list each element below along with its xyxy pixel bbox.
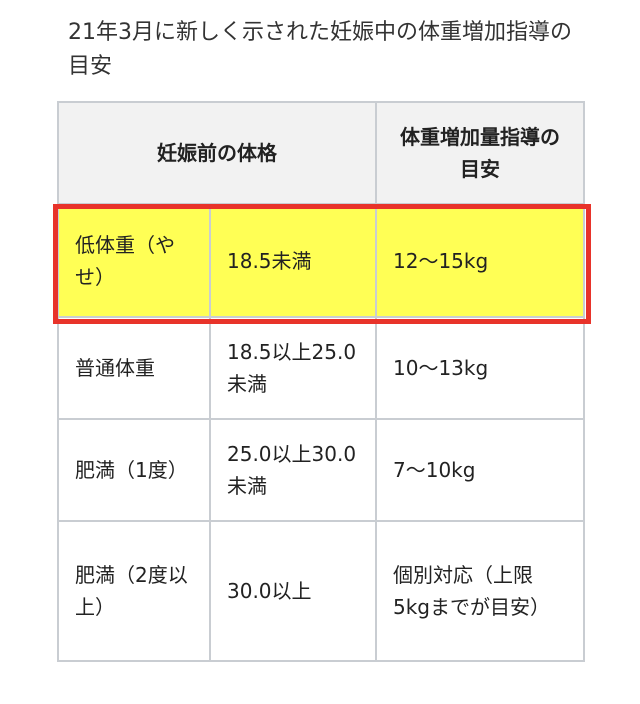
cell-gain: 10〜13kg [375, 316, 585, 420]
cell-bmi: 18.5未満 [209, 203, 377, 318]
table-row: 肥満（1度） 25.0以上30.0未満 7〜10kg [57, 418, 585, 522]
cell-gain: 7〜10kg [375, 418, 585, 522]
cell-bmi: 18.5以上25.0未満 [209, 316, 377, 420]
cell-category: 肥満（2度以上） [57, 520, 211, 662]
header-body-type: 妊娠前の体格 [57, 101, 377, 205]
table-row: 普通体重 18.5以上25.0未満 10〜13kg [57, 316, 585, 420]
table-row: 肥満（2度以上） 30.0以上 個別対応（上限5kgまでが目安） [57, 520, 585, 662]
cell-gain: 12〜15kg [375, 203, 585, 318]
header-weight-gain: 体重増加量指導の目安 [375, 101, 585, 205]
cell-bmi: 25.0以上30.0未満 [209, 418, 377, 522]
cell-bmi: 30.0以上 [209, 520, 377, 662]
page-title: 21年3月に新しく示された妊娠中の体重増加指導の目安 [68, 20, 572, 79]
weight-gain-table: 妊娠前の体格 体重増加量指導の目安 低体重（やせ） 18.5未満 12〜15kg… [57, 101, 585, 662]
cell-category: 普通体重 [57, 316, 211, 420]
table-header-row: 妊娠前の体格 体重増加量指導の目安 [57, 101, 585, 205]
cell-category: 肥満（1度） [57, 418, 211, 522]
cell-category: 低体重（やせ） [57, 203, 211, 318]
table-row: 低体重（やせ） 18.5未満 12〜15kg [57, 203, 585, 318]
cell-gain: 個別対応（上限5kgまでが目安） [375, 520, 585, 662]
